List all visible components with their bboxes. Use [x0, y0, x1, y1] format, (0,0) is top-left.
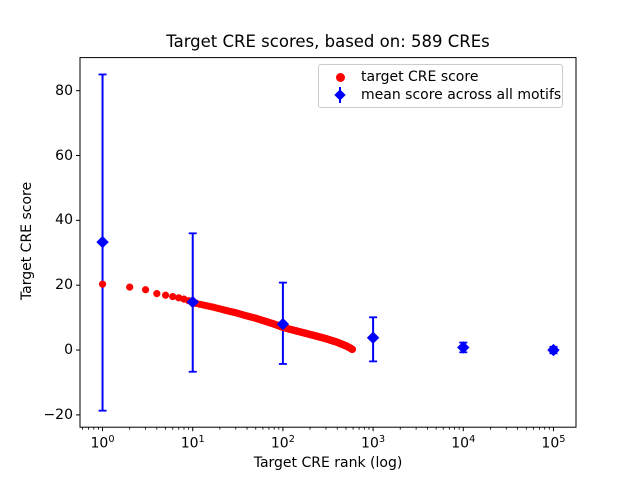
blue-diamond [276, 317, 290, 331]
legend-label: target CRE score [361, 69, 479, 85]
y-tick-label: 0 [64, 342, 73, 359]
red-circle-icon [335, 72, 345, 82]
legend-label: mean score across all motifs [361, 87, 562, 103]
legend-item-target-cre-score: target CRE score [319, 68, 562, 86]
y-tick-label: 80 [55, 82, 73, 99]
blue-diamond [457, 341, 470, 354]
legend-item-mean-score: mean score across all motifs [319, 86, 562, 104]
axes-frame [79, 57, 577, 428]
red-dot [98, 280, 107, 288]
chart-title: Target CRE scores, based on: 589 CREs [166, 32, 490, 51]
y-tick-label: −20 [43, 406, 73, 423]
diamond-glyph [334, 89, 346, 101]
legend-marker-cell [319, 72, 361, 82]
red-dot [348, 345, 356, 353]
red-dot [169, 292, 177, 301]
y-tick-label: 20 [55, 277, 73, 294]
x-axis-label: Target CRE rank (log) [253, 455, 403, 471]
x-tick-label: 102 [270, 434, 295, 452]
x-tick-label: 104 [451, 434, 476, 452]
x-tick-label: 105 [541, 434, 566, 452]
red-dot [161, 291, 170, 299]
y-axis-label: Target CRE score [19, 181, 35, 301]
y-tick-label: 60 [55, 147, 73, 164]
x-tick-label: 100 [90, 434, 115, 452]
red-dot [141, 286, 150, 294]
blue-diamond-errorbar-icon [333, 86, 347, 104]
blue-diamond [547, 343, 560, 357]
y-tick-label: 40 [55, 212, 73, 229]
x-tick-label: 103 [361, 434, 386, 452]
x-tick-label: 101 [180, 434, 205, 452]
blue-diamond [186, 295, 199, 309]
red-dot [153, 290, 161, 298]
blue-diamond [366, 331, 380, 344]
blue-diamond [96, 235, 109, 249]
red-dot [126, 283, 134, 291]
legend-marker-cell [319, 86, 361, 104]
legend: target CRE score mean score across all m… [318, 64, 563, 108]
